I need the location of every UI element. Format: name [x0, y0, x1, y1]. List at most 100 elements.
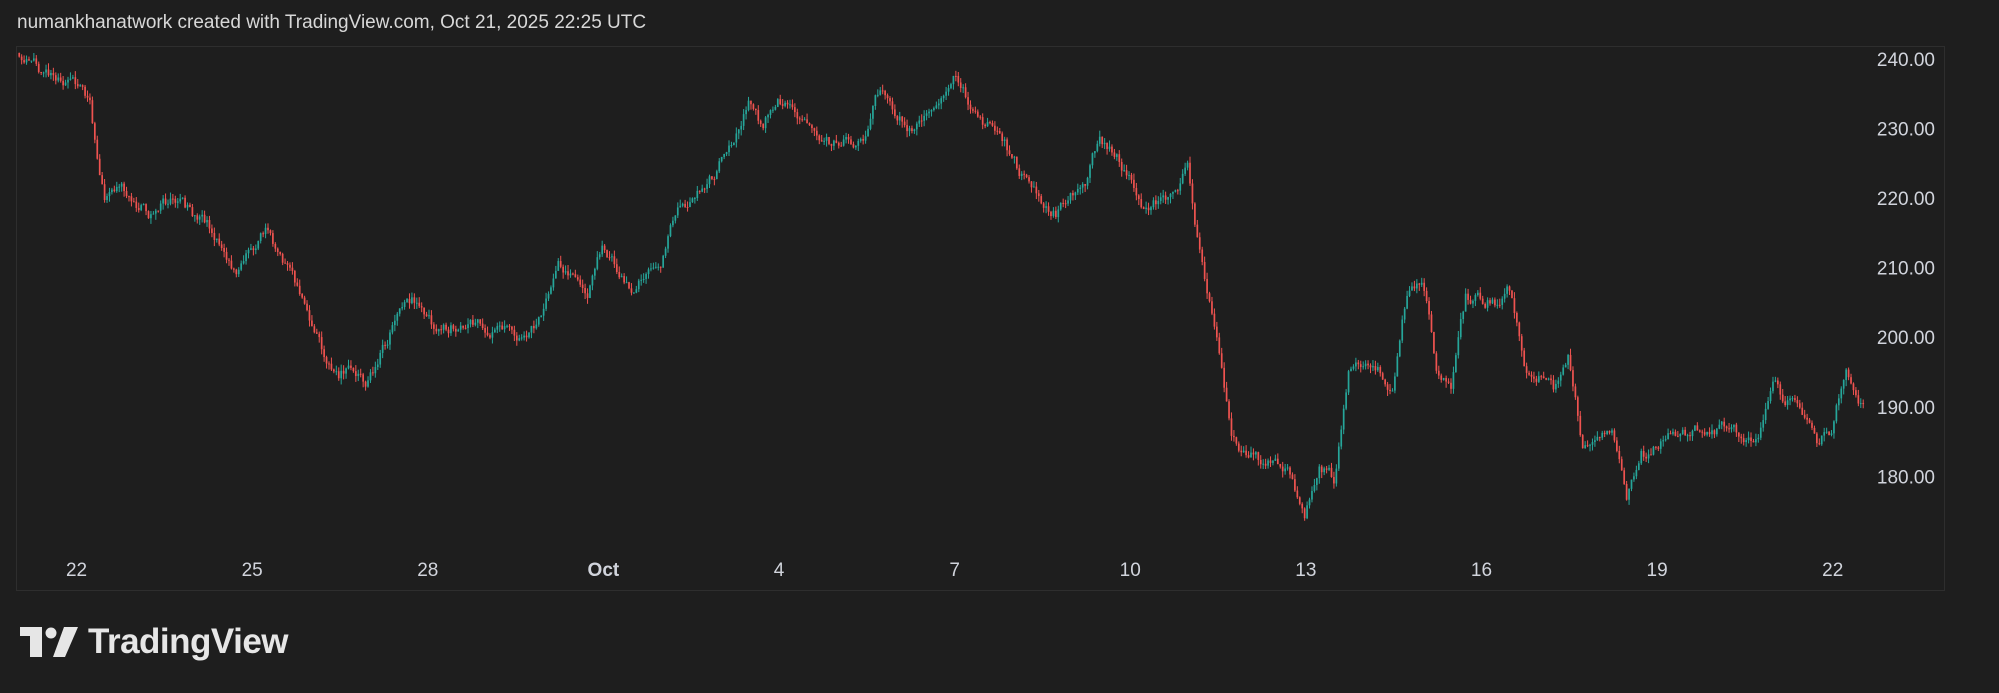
candle-body: [1462, 311, 1465, 320]
candle-body: [591, 275, 594, 286]
candle-body: [576, 277, 579, 280]
candle-body: [1467, 293, 1469, 300]
candle-body: [335, 371, 338, 373]
candle-body: [964, 87, 967, 98]
candle-body: [898, 116, 901, 121]
time-tick-label: 10: [1120, 560, 1141, 581]
candle-body: [520, 337, 523, 339]
candle-body: [1684, 429, 1687, 436]
candle-body: [1745, 440, 1747, 443]
candle-body: [506, 325, 508, 327]
candle-body: [413, 297, 416, 303]
candle-body: [1355, 362, 1357, 367]
candle-body: [376, 364, 379, 368]
candle-body: [486, 332, 489, 336]
candle-body: [1842, 379, 1845, 389]
candle-body: [1347, 371, 1350, 393]
candle-body: [1816, 433, 1818, 444]
candle-body: [1337, 446, 1340, 469]
candle-body: [1759, 427, 1762, 438]
candle-body: [1208, 293, 1211, 302]
candle-body: [1084, 184, 1086, 186]
candle-body: [1798, 403, 1801, 408]
candle-body: [923, 115, 925, 121]
candle-body: [913, 129, 916, 131]
candle-body: [1376, 367, 1379, 371]
candle-body: [1628, 488, 1630, 500]
candle-body: [167, 203, 169, 205]
candle-body: [247, 249, 250, 254]
candle-body: [769, 110, 772, 115]
candle-body: [103, 184, 106, 200]
candle-body: [120, 183, 123, 187]
candle-body: [1172, 191, 1174, 194]
candle-body: [706, 184, 708, 189]
chart-frame: [16, 46, 1945, 591]
candle-body: [133, 201, 135, 203]
candle-body: [1455, 355, 1457, 373]
candle-body: [1189, 162, 1191, 184]
candle-body: [867, 128, 869, 137]
candle-body: [228, 259, 230, 261]
price-tick-label: 210.00: [1877, 259, 1935, 280]
candle-body: [1055, 210, 1057, 218]
candle-body: [901, 116, 904, 122]
candle-body: [313, 326, 316, 333]
candle-body: [1850, 377, 1852, 384]
candle-body: [1611, 430, 1613, 433]
candle-body: [1315, 478, 1318, 485]
candle-body: [847, 137, 850, 140]
candle-body: [1808, 419, 1811, 423]
candle-body: [794, 107, 796, 113]
candle-body: [1298, 497, 1301, 504]
candle-body: [269, 230, 272, 234]
candle-body: [437, 329, 440, 332]
candle-body: [818, 135, 821, 141]
candle-body: [1413, 286, 1416, 289]
candle-body: [1201, 249, 1204, 263]
candle-body: [152, 213, 155, 215]
candle-body: [203, 214, 206, 223]
candle-body: [389, 332, 391, 345]
candle-body: [1225, 387, 1228, 402]
candle-body: [586, 293, 589, 298]
candle-body: [128, 196, 130, 198]
candle-body: [1259, 459, 1262, 465]
candle-body: [967, 97, 969, 105]
candle-body: [1001, 133, 1004, 141]
candle-body: [679, 205, 682, 208]
candle-body: [59, 77, 62, 81]
candle-body: [1557, 380, 1560, 384]
candle-body: [1530, 374, 1533, 377]
candle-body: [140, 205, 143, 211]
candle-body: [511, 326, 513, 330]
candle-body: [1650, 454, 1652, 456]
candle-body: [74, 77, 77, 85]
candle-body: [284, 262, 286, 264]
candle-body: [1445, 377, 1447, 382]
candle-body: [37, 63, 40, 72]
candle-body: [725, 152, 728, 154]
candle-body: [494, 329, 496, 333]
candle-body: [479, 319, 482, 324]
candle-body: [874, 95, 877, 107]
candle-body: [318, 333, 321, 338]
candle-body: [554, 270, 557, 279]
price-chart[interactable]: 240.00 230.00 220.00 210.00 200.00 190.00 180.…: [0, 0, 1999, 600]
candle-body: [754, 108, 757, 111]
candle-body: [984, 124, 986, 127]
candle-body: [1652, 446, 1655, 455]
candle-body: [1540, 376, 1543, 378]
candle-body: [1059, 202, 1062, 210]
candle-body: [1033, 186, 1035, 188]
candle-body: [489, 335, 491, 338]
candle-body: [1128, 174, 1130, 176]
candle-body: [1011, 154, 1013, 158]
candle-body: [89, 97, 91, 101]
candle-body: [567, 271, 569, 276]
time-axis: 22 25 28 Oct 4 7 10 13 16 19 22: [66, 560, 1843, 581]
candle-body: [1047, 206, 1050, 212]
candle-body: [1076, 188, 1079, 193]
candle-body: [1613, 430, 1616, 441]
candle-body: [579, 279, 582, 285]
